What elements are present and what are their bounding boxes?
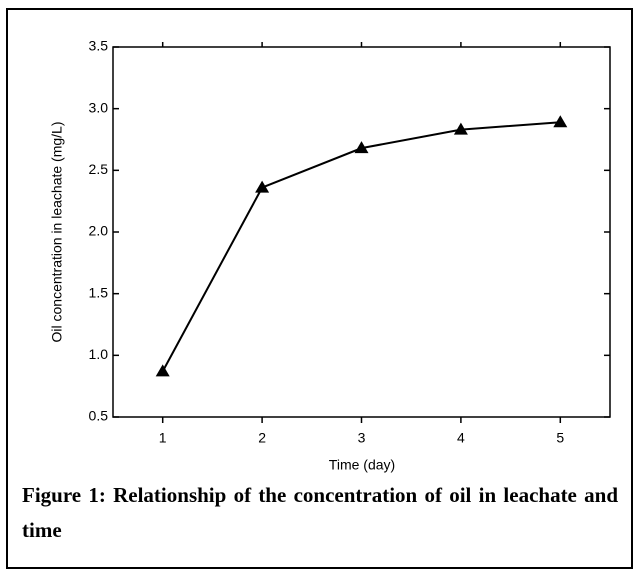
y-axis-label: Oil concentration in leachate (mg/L) <box>49 122 65 343</box>
y-tick-label: 1.0 <box>89 346 109 362</box>
marker <box>354 141 369 154</box>
y-tick-label: 2.5 <box>89 161 109 177</box>
x-tick-label: 3 <box>358 430 366 446</box>
figure-caption: Figure 1: Relationship of the concentrat… <box>22 483 618 542</box>
marker <box>155 364 170 377</box>
x-axis-label: Time (day) <box>329 457 395 473</box>
y-tick-label: 3.5 <box>89 38 109 54</box>
figure-frame <box>6 8 633 569</box>
y-tick-label: 1.5 <box>89 284 109 300</box>
x-tick-label: 4 <box>457 430 465 446</box>
line <box>161 121 561 372</box>
plot-frame <box>112 46 611 418</box>
y-tick-label: 3.0 <box>89 99 109 115</box>
y-tick-label: 0.5 <box>89 408 109 424</box>
x-tick-label: 2 <box>258 430 266 446</box>
x-tick-label: 1 <box>159 430 167 446</box>
x-tick-label: 5 <box>556 430 564 446</box>
marker <box>255 180 270 193</box>
marker <box>453 122 468 135</box>
y-tick-label: 2.0 <box>89 223 109 239</box>
marker <box>553 115 568 128</box>
